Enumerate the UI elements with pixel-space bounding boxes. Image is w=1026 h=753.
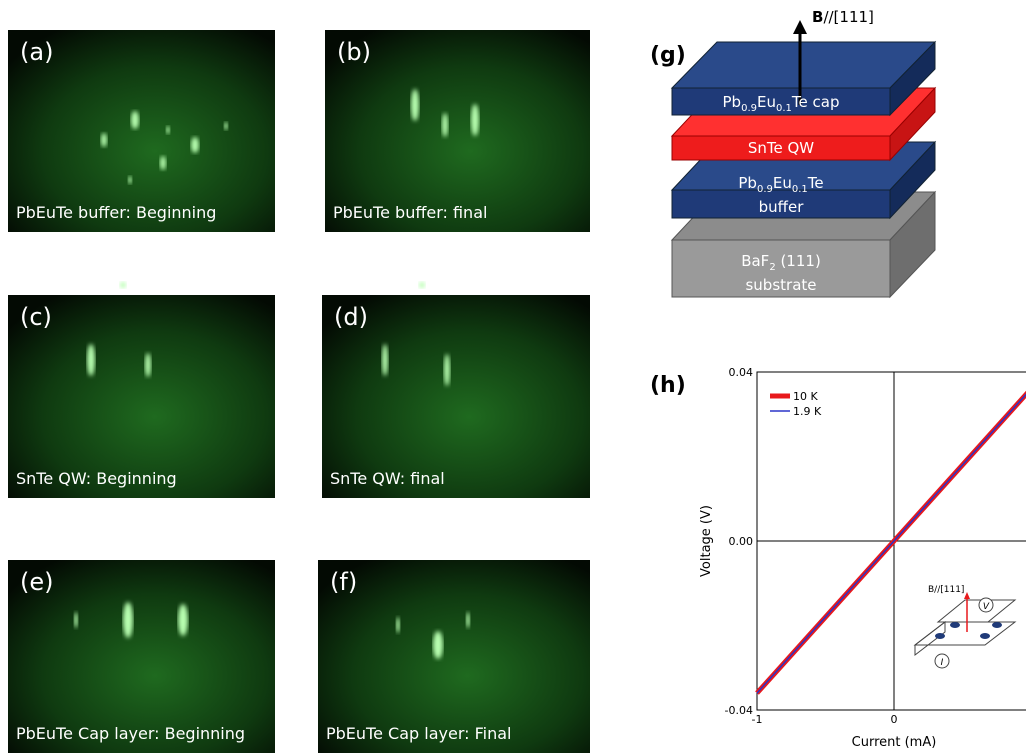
panel-label: (a) (20, 38, 53, 66)
rheed-image: (e) PbEuTe Cap layer: Beginning (8, 560, 275, 753)
diffraction-spot (442, 113, 448, 137)
inset-voltage-label: V (983, 602, 990, 612)
panel-caption: SnTe QW: final (330, 469, 445, 488)
diffraction-spot (419, 282, 425, 288)
diffraction-spot (74, 612, 78, 628)
inset-contact (980, 633, 990, 639)
qw-label: SnTe QW (748, 139, 814, 157)
panel-label: (c) (20, 303, 52, 331)
diffraction-spot (178, 604, 188, 636)
diffraction-spot (123, 602, 133, 638)
y-tick-label: 0.00 (729, 535, 754, 548)
iv-chart: (h) Voltage (V) Current (mA) -0.04 0.00 0.… (650, 366, 1026, 750)
inset-contact (935, 633, 945, 639)
diffraction-spot (433, 631, 443, 659)
rheed-image: (c) SnTe QW: Beginning (8, 282, 275, 498)
rheed-image: (a) PbEuTe buffer: Beginning (8, 30, 275, 232)
diffraction-spot (145, 353, 151, 377)
inset-field-label: B//[111] (928, 585, 964, 595)
diffraction-spot (166, 126, 170, 134)
diffraction-spot (224, 122, 228, 130)
y-axis-title: Voltage (V) (699, 505, 714, 577)
panel-caption: PbEuTe buffer: final (333, 203, 487, 222)
buffer-label: Pb0.9Eu0.1Te (738, 174, 823, 195)
x-tick-label: 0 (891, 713, 898, 726)
legend-label: 10 K (793, 390, 818, 403)
figure: (a) PbEuTe buffer: Beginning (b) PbEuTe buf… (0, 0, 1026, 753)
panel-caption: PbEuTe Cap layer: Beginning (16, 724, 245, 743)
diffraction-spot (444, 354, 450, 386)
diffraction-spot (396, 617, 400, 633)
rheed-image: (d) SnTe QW: final (322, 282, 590, 498)
inset-schematic: B//[111] V I (915, 585, 1015, 668)
rheed-image: (b) PbEuTe buffer: final (325, 30, 590, 232)
x-tick-label: -1 (752, 713, 763, 726)
layer-diagram: (g) B//[111] Pb0.9Eu0.1Te cap SnTe QW Pb… (650, 8, 935, 297)
diffraction-spot (87, 344, 95, 376)
diffraction-spot (120, 282, 126, 288)
panel-caption: SnTe QW: Beginning (16, 469, 177, 488)
panel-label: (f) (330, 568, 357, 596)
inset-contact (950, 622, 960, 628)
legend-label: 1.9 K (793, 405, 822, 418)
diffraction-spot (466, 612, 470, 628)
rheed-image: (f) PbEuTe Cap layer: Final (318, 560, 590, 753)
panel-label: (d) (334, 303, 368, 331)
inset-plane (938, 600, 1015, 622)
panel-caption: PbEuTe Cap layer: Final (326, 724, 511, 743)
diffraction-spot (101, 133, 107, 147)
panel-label: (h) (650, 373, 686, 398)
substrate-label: substrate (745, 276, 816, 294)
diffraction-spot (191, 137, 199, 153)
inset-arrow (964, 592, 970, 599)
panel-caption: PbEuTe buffer: Beginning (16, 203, 216, 222)
panel-label: (e) (20, 568, 54, 596)
y-tick-label: 0.04 (729, 366, 754, 379)
diffraction-spot (471, 104, 479, 136)
diffraction-spot (382, 344, 388, 376)
panel-label: (b) (337, 38, 371, 66)
diffraction-spot (131, 111, 139, 129)
diffraction-spot (411, 89, 419, 121)
buffer-label: buffer (759, 198, 805, 216)
y-tick-label: -0.04 (725, 704, 753, 717)
field-label: B//[111] (812, 8, 874, 26)
inset-contact (992, 622, 1002, 628)
panel-label: (g) (650, 43, 686, 68)
inset-current-label: I (941, 658, 944, 668)
x-axis-title: Current (mA) (852, 735, 937, 750)
diffraction-spot (128, 176, 132, 184)
diffraction-spot (160, 156, 166, 170)
substrate-label: BaF2 (111) (741, 252, 821, 273)
